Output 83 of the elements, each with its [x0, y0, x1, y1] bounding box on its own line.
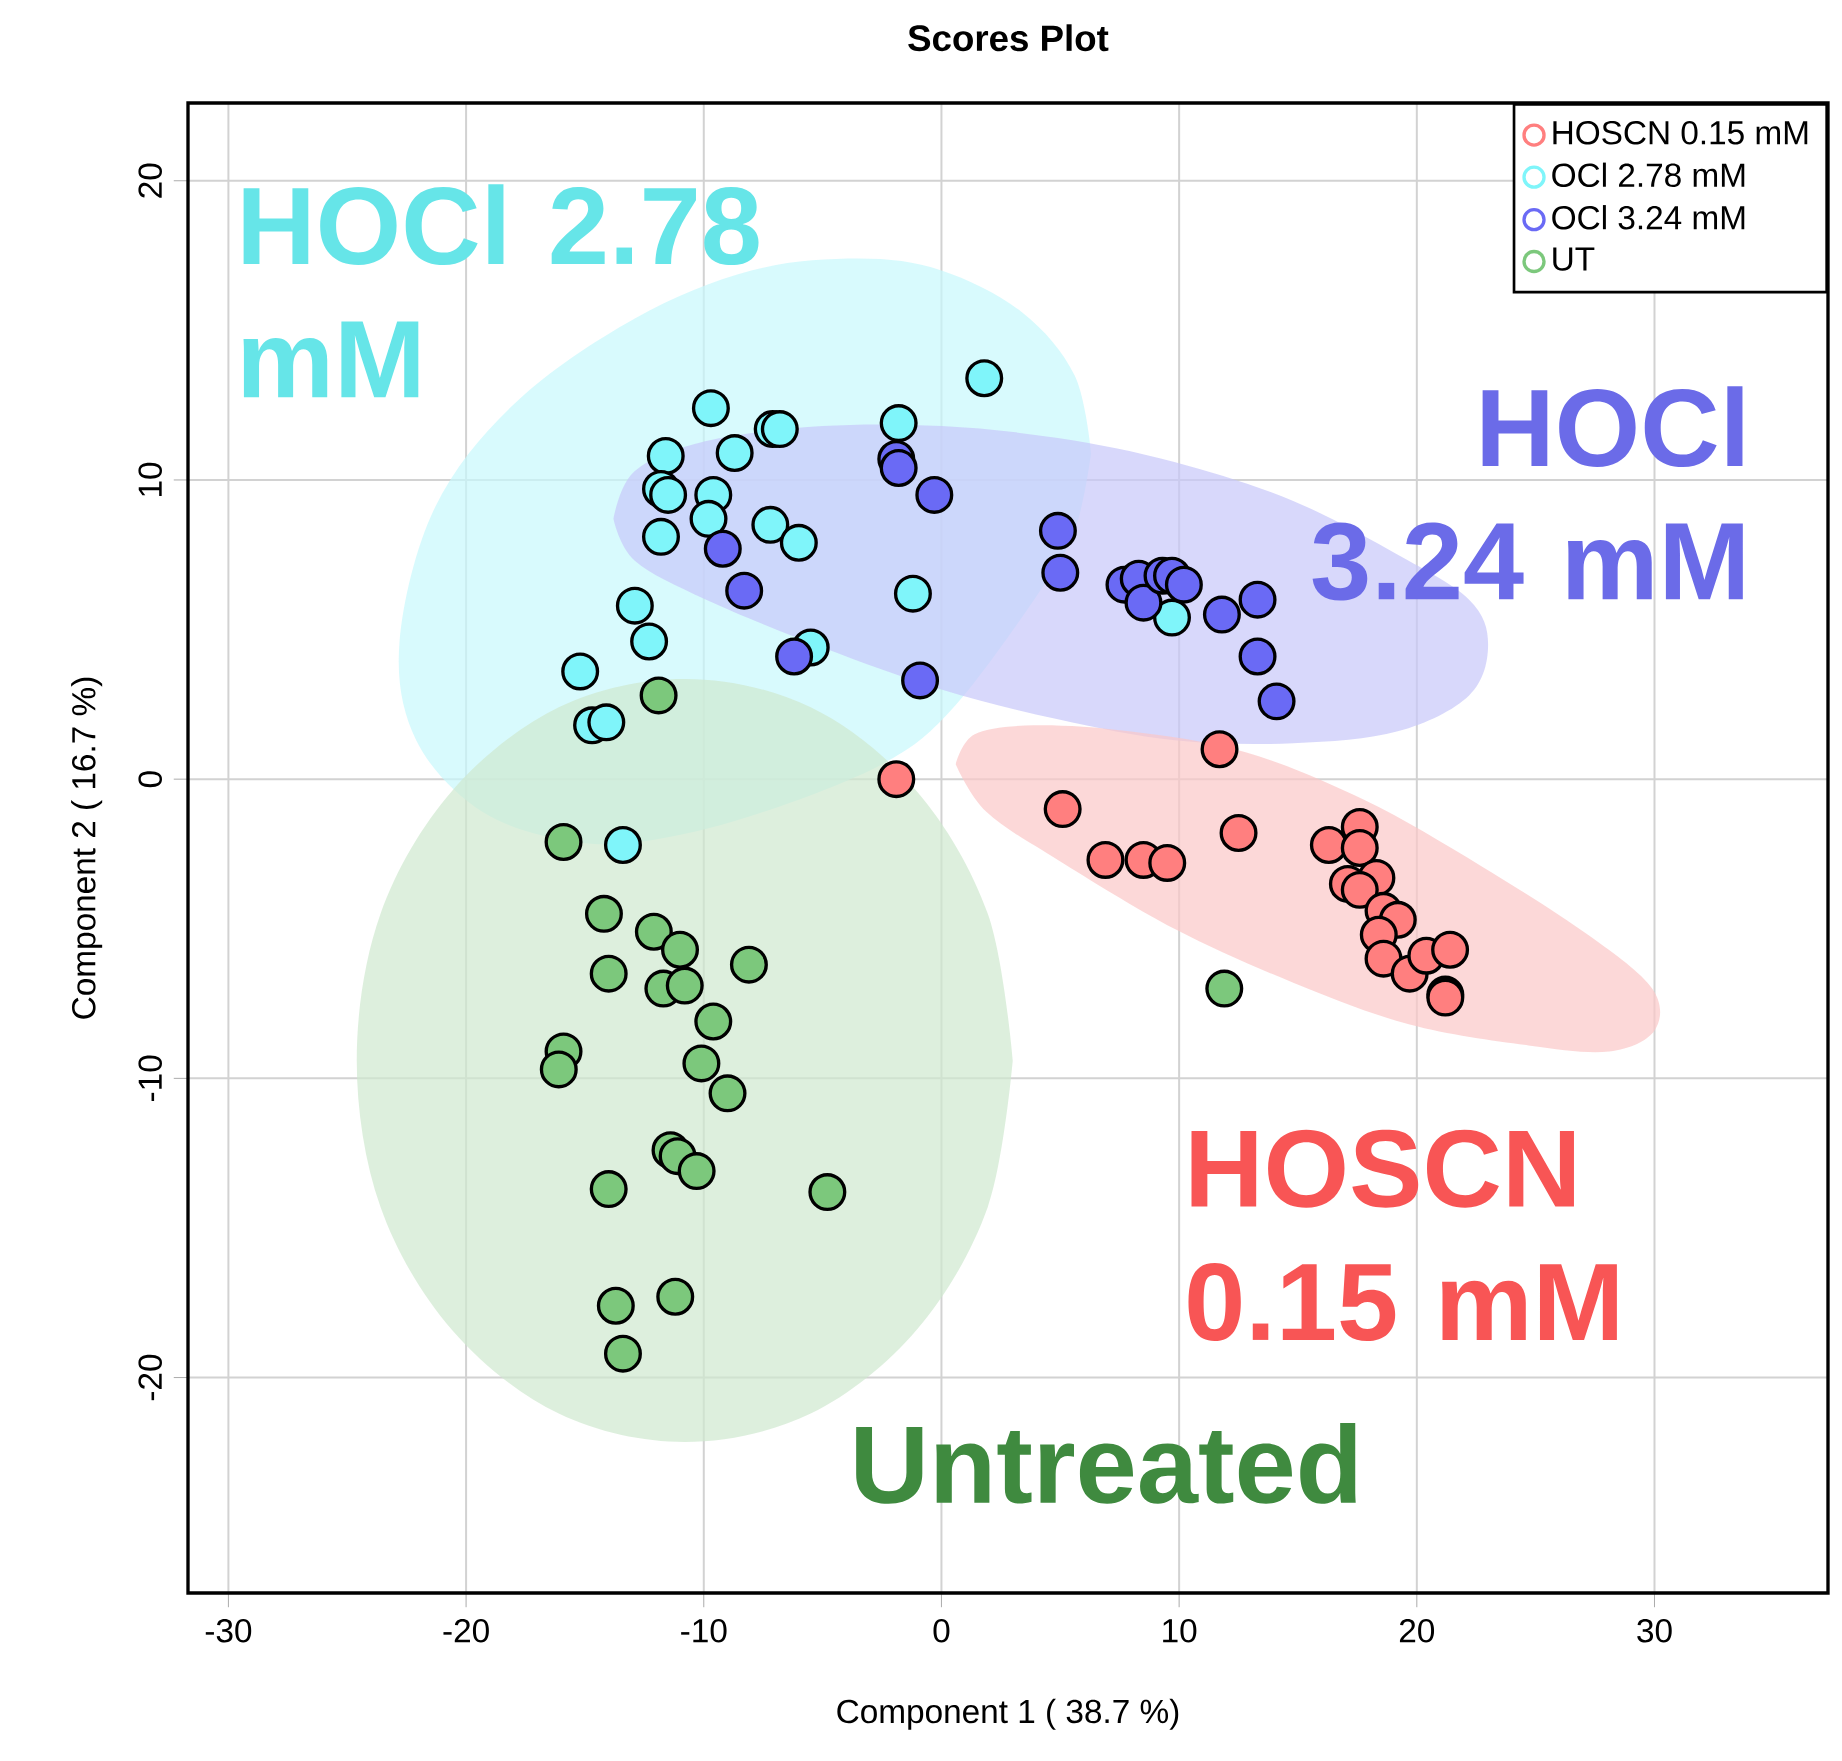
- point: [1043, 790, 1082, 829]
- point: [587, 703, 626, 742]
- point: [760, 410, 799, 449]
- annotation: HOCl 3.24 mM: [1312, 386, 1743, 601]
- y-tick-label: 20: [138, 163, 162, 198]
- y-tick-label: 10: [138, 462, 162, 496]
- x-tick-label: -20: [443, 1619, 489, 1643]
- point: [1205, 969, 1244, 1008]
- x-tick-label: 10: [1163, 1619, 1197, 1643]
- point: [646, 437, 685, 476]
- point: [1238, 637, 1277, 676]
- point: [539, 1050, 578, 1089]
- point: [1431, 930, 1470, 969]
- y-tick-label: 0: [138, 771, 162, 788]
- point: [725, 571, 764, 610]
- point: [1340, 828, 1379, 867]
- point: [603, 1334, 642, 1373]
- point: [893, 574, 932, 613]
- y-tick-label: -10: [138, 1055, 162, 1101]
- point: [1219, 814, 1258, 853]
- point: [639, 676, 678, 715]
- point: [656, 1277, 695, 1316]
- point: [682, 1044, 721, 1083]
- point: [879, 448, 918, 487]
- point: [1202, 595, 1241, 634]
- point: [715, 434, 754, 473]
- point: [677, 1152, 716, 1191]
- point: [1086, 840, 1125, 879]
- point: [915, 475, 954, 514]
- point: [641, 517, 680, 556]
- point: [703, 529, 742, 568]
- annotation: HOCl 2.78 mM: [243, 184, 759, 398]
- point: [544, 823, 583, 861]
- point: [615, 586, 654, 625]
- point: [877, 760, 916, 799]
- point: [1257, 682, 1296, 721]
- annotation: HOSCN 0.15 mM: [1188, 1129, 1617, 1342]
- point: [1340, 870, 1379, 909]
- point: [901, 661, 940, 700]
- point: [779, 523, 818, 562]
- y-axis-title: Component 2 ( 16.7 %): [71, 677, 103, 1019]
- point: [691, 389, 730, 428]
- x-tick-label: 30: [1637, 1619, 1672, 1643]
- legend-label: OCl 2.78 mM: [1552, 162, 1745, 188]
- x-tick-label: 20: [1399, 1619, 1435, 1643]
- x-tick-label: -10: [681, 1619, 727, 1643]
- point: [634, 912, 673, 951]
- x-axis-title: Component 1 ( 38.7 %): [837, 1698, 1179, 1730]
- point: [1164, 565, 1203, 604]
- point: [694, 1002, 733, 1041]
- point: [689, 499, 728, 538]
- x-tick-label: 0: [933, 1619, 950, 1643]
- point: [1038, 511, 1077, 550]
- legend-label: HOSCN 0.15 mM: [1553, 120, 1808, 145]
- x-tick-label: -30: [205, 1619, 252, 1643]
- point: [661, 930, 700, 969]
- point: [584, 894, 623, 933]
- point: [775, 637, 814, 676]
- point: [1238, 580, 1277, 619]
- point: [729, 945, 768, 984]
- point: [1153, 598, 1191, 637]
- point: [596, 1286, 635, 1325]
- point: [630, 622, 669, 661]
- point: [589, 1170, 628, 1209]
- point: [708, 1074, 747, 1113]
- legend-label: UT: [1553, 247, 1595, 271]
- point: [1041, 553, 1080, 592]
- annotation: Untreated: [856, 1422, 1356, 1504]
- point: [1148, 843, 1187, 882]
- point: [965, 359, 1004, 398]
- point: [649, 475, 688, 514]
- chart-title: Scores Plot: [908, 24, 1109, 52]
- point: [879, 404, 918, 443]
- point: [589, 954, 628, 993]
- point: [603, 825, 642, 864]
- point: [751, 505, 790, 544]
- point: [561, 652, 600, 691]
- y-tick-label: -20: [138, 1354, 162, 1401]
- point: [1200, 730, 1239, 769]
- point: [665, 966, 704, 1005]
- point: [808, 1173, 847, 1212]
- point: [1124, 583, 1163, 622]
- legend-label: OCl 3.24 mM: [1552, 205, 1745, 230]
